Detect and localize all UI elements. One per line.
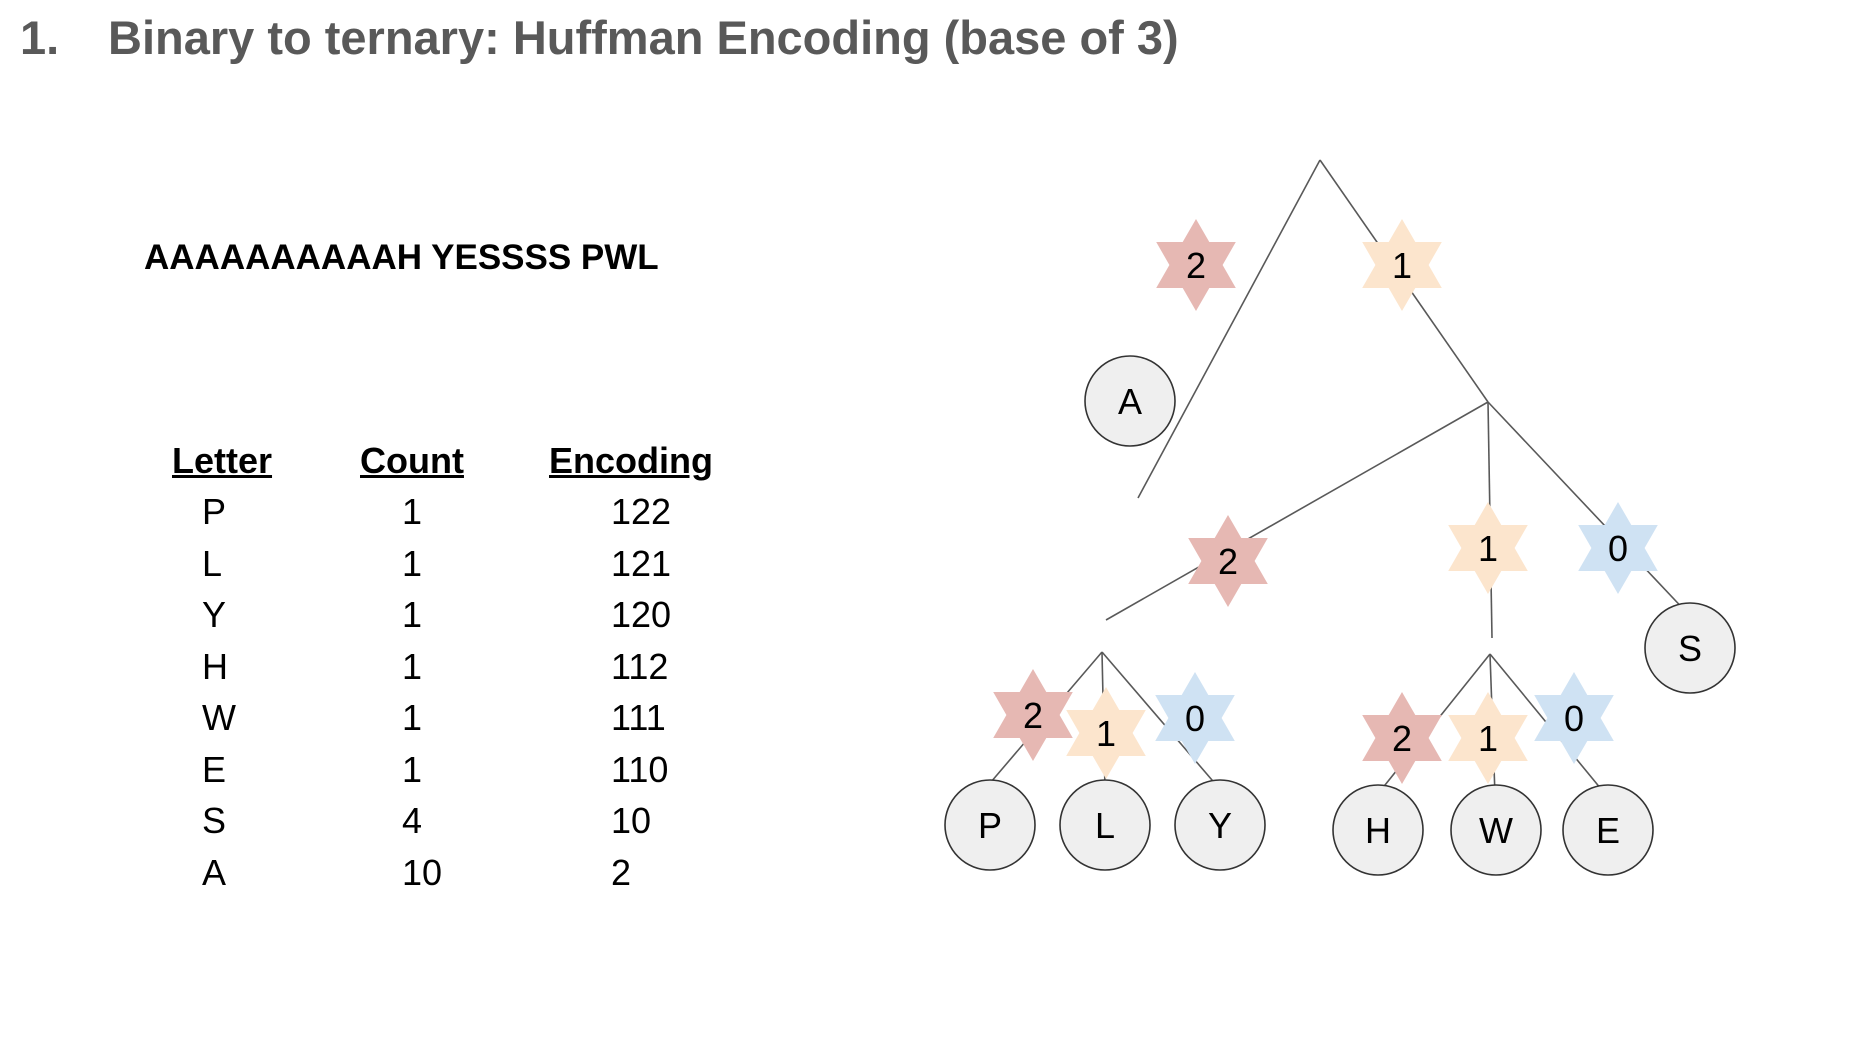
count-cell: 1 [402,748,423,790]
leaf-circle [1562,784,1654,876]
letter-cell: Y [202,594,227,635]
branch-digit-2-icon: 2 [993,669,1073,761]
letter-cell: W [202,697,236,738]
star-shape [1448,502,1528,594]
branch-digit-label: 2 [1218,541,1238,582]
branch-digit-0-icon: 0 [1578,502,1658,594]
star-shape [1362,692,1442,784]
letter-cell: S [202,800,227,841]
title-text: Binary to ternary: Huffman Encoding (bas… [108,11,1179,64]
star-shape [1362,219,1442,311]
edge-n2-y [1101,651,1219,788]
count-cell: 4 [402,800,423,841]
branch-digit-label: 0 [1185,698,1205,739]
branch-digit-2-icon: 2 [1362,692,1442,784]
leaf-node: A [1084,355,1176,447]
branch-digit-label: 1 [1392,245,1412,286]
leaf-letter: P [978,805,1002,846]
count-header: Count [360,440,464,481]
encoding-cell: 2 [611,851,632,893]
branch-digit-label: 2 [1186,245,1206,286]
branch-digit-0-icon: 0 [1155,672,1235,764]
count-cell: 1 [402,645,423,687]
encoding-column: Encoding 122 121 120 112 111 110 10 2 [549,436,729,898]
branch-labels: 2 1 2 1 0 2 1 0 2 1 0 [993,219,1658,784]
encoding-cell: 112 [611,645,669,687]
letter-cell: E [202,748,227,790]
letter-cell: P [202,491,227,532]
letter-header: Letter [172,440,273,481]
leaf-node: W [1450,784,1542,876]
leaf-node: P [944,779,1036,871]
count-cell: 10 [402,851,443,893]
leaf-letter: S [1678,628,1702,669]
branch-digit-label: 1 [1478,718,1498,759]
leaf-circle [1332,784,1424,876]
leaf-nodes: A S P L Y H W E [944,355,1736,876]
encoding-cell: 110 [611,748,669,790]
leaf-circle [1644,602,1736,694]
leaf-node: L [1059,779,1151,871]
branch-digit-1-icon: 1 [1066,687,1146,779]
letter-cell: A [202,851,227,893]
branch-digit-1-icon: 1 [1448,502,1528,594]
encoding-cell: 121 [611,542,672,584]
leaf-letter: W [1479,810,1513,851]
edge-n1-s [1487,401,1691,617]
leaf-circle [1450,784,1542,876]
edge-root-a [1137,159,1321,499]
slide-title: 1. Binary to ternary: Huffman Encoding (b… [20,10,1179,65]
count-column: Count 1 1 1 1 1 1 4 10 [360,436,480,898]
star-shape [1578,502,1658,594]
star-shape [1534,672,1614,764]
star-shape [1155,672,1235,764]
encoded-message: AAAAAAAAAAH YESSSS PWL [144,238,659,277]
encoding-cell: 122 [611,491,672,532]
letter-cell: H [202,645,228,687]
encoding-header: Encoding [549,440,713,481]
leaf-letter: H [1365,810,1391,851]
leaf-node: S [1644,602,1736,694]
count-cell: 1 [402,594,423,635]
encoding-cell: 120 [611,594,672,635]
count-cell: 1 [402,697,423,738]
title-number: 1. [20,11,60,64]
branch-digit-0-icon: 0 [1534,672,1614,764]
leaf-letter: L [1095,805,1115,846]
encoding-cell: 111 [611,697,666,738]
leaf-circle [1084,355,1176,447]
leaf-circle [1174,779,1266,871]
branch-digit-label: 2 [1023,695,1043,736]
leaf-letter: Y [1208,805,1232,846]
leaf-node: Y [1174,779,1266,871]
branch-digit-1-icon: 1 [1448,692,1528,784]
count-cell: 1 [402,491,423,532]
letter-column: Letter P L Y H W E S A [172,436,292,898]
branch-digit-2-icon: 2 [1188,515,1268,607]
edge-n1-n2 [1105,401,1489,621]
star-shape [1066,687,1146,779]
leaf-letter: E [1596,810,1620,851]
leaf-letter: A [1118,381,1142,422]
branch-digit-label: 0 [1564,698,1584,739]
star-shape [1156,219,1236,311]
branch-digit-label: 1 [1096,713,1116,754]
star-shape [1448,692,1528,784]
encoding-cell: 10 [611,800,652,841]
letter-cell: L [202,542,223,584]
star-shape [1188,515,1268,607]
leaf-circle [944,779,1036,871]
branch-digit-label: 2 [1392,718,1412,759]
branch-digit-label: 0 [1608,528,1628,569]
leaf-circle [1059,779,1151,871]
leaf-node: E [1562,784,1654,876]
leaf-node: H [1332,784,1424,876]
count-cell: 1 [402,542,423,584]
star-shape [993,669,1073,761]
branch-digit-1-icon: 1 [1362,219,1442,311]
branch-digit-2-icon: 2 [1156,219,1236,311]
branch-digit-label: 1 [1478,528,1498,569]
